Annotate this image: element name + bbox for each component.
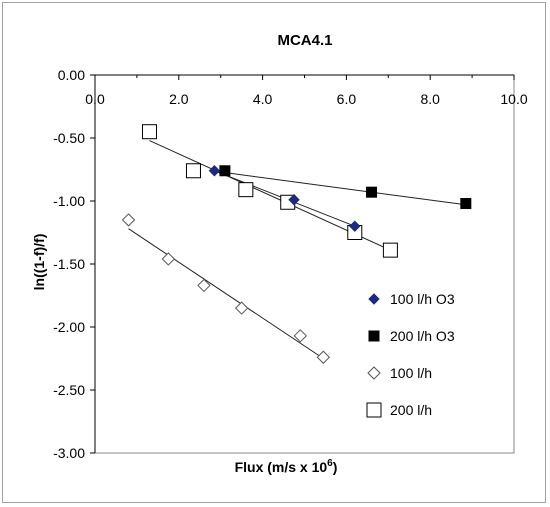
legend: 100 l/h O3 200 l/h O3 100 l/h 200 l/h [366, 291, 455, 418]
trendlines [128, 140, 466, 359]
legend-label: 200 l/h O3 [390, 328, 455, 344]
legend-marker [368, 330, 380, 342]
legend-label: 100 l/h [390, 365, 432, 381]
trendline [128, 228, 324, 359]
y-tick-label: -1.50 [53, 256, 85, 272]
data-point [208, 165, 221, 177]
data-point [185, 163, 201, 179]
x-axis-title: Flux (m/s x 106) [235, 458, 338, 475]
x-tick-label: 10.0 [500, 91, 527, 107]
data-point [197, 278, 211, 293]
chart-frame [2, 2, 546, 503]
data-point [288, 194, 300, 206]
y-axis-title: ln((1-f)/f) [31, 234, 47, 291]
data-point [141, 124, 157, 140]
x-axis-title-superscript: 6 [327, 458, 333, 469]
data-point [316, 350, 331, 364]
data-point [366, 186, 378, 198]
x-tick-label: 6.0 [337, 91, 357, 107]
plot-area [94, 74, 515, 454]
x-axis-title-main: Flux (m/s x 10 [235, 459, 328, 475]
x-tick-label: 8.0 [420, 91, 440, 107]
data-point [121, 213, 136, 227]
legend-label: 100 l/h O3 [390, 291, 455, 307]
data-point [219, 165, 231, 177]
legend-marker [368, 293, 380, 305]
y-tick-label: -2.50 [53, 382, 85, 398]
x-tick-label: 0.0 [85, 91, 105, 107]
trendline [220, 171, 466, 206]
data-point [238, 182, 254, 198]
y-tick-label: -3.00 [53, 445, 85, 461]
data-point [293, 329, 308, 343]
x-tick-label: 2.0 [169, 91, 189, 107]
data-point [460, 198, 472, 210]
data-point [382, 242, 398, 258]
data-point [161, 252, 176, 266]
y-tick-label: -1.00 [53, 193, 85, 209]
data-point [349, 220, 361, 232]
legend-label: 200 l/h [390, 402, 432, 418]
y-tick-label: 0.00 [58, 67, 85, 83]
data-point [234, 301, 249, 315]
y-tick-label: -0.50 [53, 130, 85, 146]
legend-marker [366, 402, 382, 418]
data-points [121, 124, 472, 364]
x-axis: 0.0 2.0 4.0 6.0 8.0 10.0 [85, 74, 528, 107]
legend-marker [367, 366, 381, 380]
chart-title: MCA4.1 [277, 32, 332, 49]
y-axis: 0.00 -0.50 -1.00 -1.50 -2.00 -2.50 -3.00 [53, 67, 96, 461]
y-tick-label: -2.00 [53, 319, 85, 335]
x-tick-label: 4.0 [253, 91, 273, 107]
x-axis-title-end: ) [333, 459, 338, 475]
